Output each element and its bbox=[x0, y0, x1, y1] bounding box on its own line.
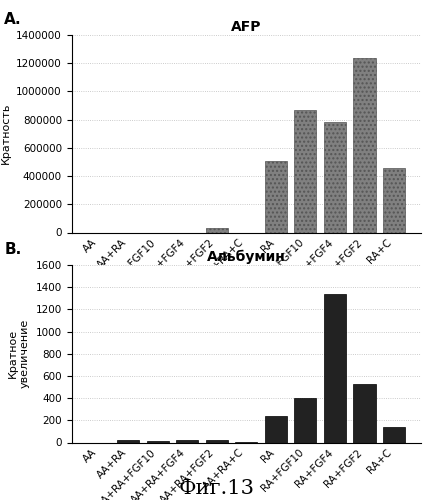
Bar bbox=[353, 384, 375, 442]
Bar bbox=[383, 427, 405, 442]
Text: A.: A. bbox=[4, 12, 22, 28]
Bar bbox=[265, 416, 287, 442]
Bar bbox=[383, 168, 405, 232]
Bar bbox=[353, 58, 375, 233]
Bar bbox=[117, 440, 139, 442]
Bar bbox=[206, 228, 228, 232]
Bar bbox=[294, 110, 316, 232]
Bar bbox=[294, 398, 316, 442]
Text: B.: B. bbox=[4, 242, 22, 258]
Bar bbox=[324, 122, 346, 232]
Y-axis label: Кратное
увеличение: Кратное увеличение bbox=[8, 319, 30, 388]
Y-axis label: Кратность: Кратность bbox=[0, 103, 10, 164]
Bar bbox=[176, 440, 198, 442]
Bar bbox=[265, 160, 287, 232]
Bar bbox=[206, 440, 228, 442]
Bar bbox=[324, 294, 346, 442]
Bar bbox=[147, 441, 169, 442]
Title: Альбумин: Альбумин bbox=[207, 250, 286, 264]
Text: Фиг.13: Фиг.13 bbox=[179, 478, 255, 498]
Title: AFP: AFP bbox=[231, 20, 262, 34]
